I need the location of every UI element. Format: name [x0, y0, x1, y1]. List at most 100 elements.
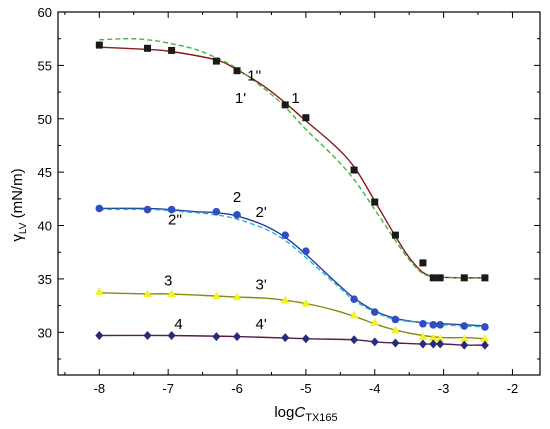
- y-tick-label: 30: [38, 325, 52, 340]
- curve-label: 1'': [247, 67, 261, 84]
- series-3-point: [167, 289, 176, 298]
- curve-3: [99, 207, 485, 327]
- y-axis-label-rest: (mN/m): [9, 168, 26, 222]
- x-tick-label: -4: [369, 381, 381, 396]
- series-2-point: [481, 323, 489, 331]
- curve-label: 3: [164, 272, 172, 289]
- axes: -8 -7 -6 -5 -4 -3 -2 30 35 40 45 50 55 60: [38, 5, 541, 396]
- series-3-point: [212, 291, 221, 300]
- y-tick-label: 35: [38, 272, 52, 287]
- fitted-curves: [99, 37, 485, 346]
- curve-label: 4': [256, 316, 267, 333]
- series-2-point: [233, 211, 241, 219]
- series-3-point: [232, 292, 242, 301]
- series-2-point: [143, 205, 152, 214]
- series-2-point: [419, 319, 427, 328]
- y-tick-label: 60: [38, 5, 52, 20]
- curve-label: 1: [291, 90, 299, 107]
- x-tick-label: -7: [162, 381, 174, 396]
- series-2-point: [281, 231, 290, 239]
- data-markers: [95, 41, 490, 350]
- x-tick-label: -3: [438, 381, 450, 396]
- series-3-point: [429, 333, 438, 341]
- y-tick-label: 50: [38, 112, 52, 127]
- series-4-point: [418, 339, 427, 349]
- curve-label: 1': [235, 90, 246, 107]
- series-3-point: [301, 298, 311, 307]
- series-4-point: [391, 338, 400, 348]
- series-2-point: [167, 205, 176, 214]
- series-3-point: [143, 289, 152, 298]
- plot-frame: [57, 11, 541, 376]
- series-2-point: [370, 308, 379, 316]
- y-axis-label-main: γ: [9, 234, 26, 242]
- y-axis-label: γLV (mN/m): [9, 168, 29, 241]
- series-1-point: [391, 231, 399, 239]
- series-2-point: [212, 207, 221, 216]
- series-4-point: [95, 330, 104, 340]
- series-1-point: [429, 274, 437, 282]
- series-1-point: [419, 259, 427, 267]
- series-3-point: [460, 334, 469, 342]
- series-4-point: [370, 337, 379, 347]
- x-tick-label: -6: [231, 381, 243, 396]
- series-2-point: [95, 204, 104, 213]
- series-4-point: [167, 330, 176, 340]
- curve-5: [99, 292, 485, 340]
- series-3-point: [418, 332, 428, 340]
- series-3-point: [435, 334, 445, 342]
- y-tick-label: 45: [38, 165, 52, 180]
- curve-4: [99, 208, 485, 328]
- series-1-point: [436, 274, 444, 282]
- series-2-point: [302, 247, 310, 255]
- series-3-point: [281, 295, 290, 304]
- series-1-point: [168, 46, 176, 54]
- series-2-point: [436, 321, 444, 329]
- x-tick-label: -5: [300, 381, 312, 396]
- series-1-point: [460, 274, 468, 282]
- curve-1: [99, 46, 485, 279]
- series-1-point: [281, 101, 289, 109]
- x-axis-label-main: log: [274, 404, 294, 421]
- series-4-point: [460, 340, 469, 350]
- series-3-point: [480, 334, 490, 342]
- y-axis-label-sub: LV: [18, 222, 29, 234]
- series-1-point: [233, 67, 241, 75]
- series-1-point: [212, 57, 220, 65]
- series-2-point: [460, 322, 469, 330]
- series-1-point: [302, 114, 310, 122]
- curve-label: 2': [256, 204, 267, 221]
- series-4-point: [436, 339, 445, 349]
- series-1-point: [481, 274, 489, 282]
- series-2-point: [391, 315, 400, 324]
- series-4-point: [281, 333, 290, 343]
- curve-label: 4: [174, 316, 182, 333]
- curve-2: [99, 37, 485, 279]
- series-4-point: [429, 339, 438, 349]
- series-3-point: [391, 325, 400, 334]
- series-3-point: [370, 318, 379, 326]
- series-4-point: [480, 340, 489, 350]
- series-3-point: [95, 287, 104, 295]
- series-4-point: [143, 330, 152, 340]
- curve-annotations: 1''1' 1 2 2' 2'' 3 3' 4 4': [164, 67, 300, 333]
- series-1-point: [144, 44, 152, 52]
- x-tick-label: -2: [507, 381, 519, 396]
- y-tick-label: 40: [38, 219, 52, 234]
- series-4-point: [350, 335, 359, 345]
- series-1-point: [350, 166, 358, 174]
- series-4-point: [233, 332, 242, 342]
- curve-label: 3': [256, 277, 267, 294]
- series-4-point: [212, 332, 221, 342]
- curve-label: 2'': [168, 211, 182, 228]
- curve-6: [99, 334, 485, 346]
- x-axis-label: logCTX165: [274, 404, 337, 424]
- series-1-point: [371, 198, 379, 206]
- y-tick-label: 55: [38, 58, 52, 73]
- series-1-point: [95, 41, 103, 49]
- x-axis-label-sub: TX165: [305, 412, 337, 424]
- x-tick-label: -8: [94, 381, 106, 396]
- x-axis-label-italic: C: [294, 404, 305, 421]
- series-3-point: [349, 310, 359, 319]
